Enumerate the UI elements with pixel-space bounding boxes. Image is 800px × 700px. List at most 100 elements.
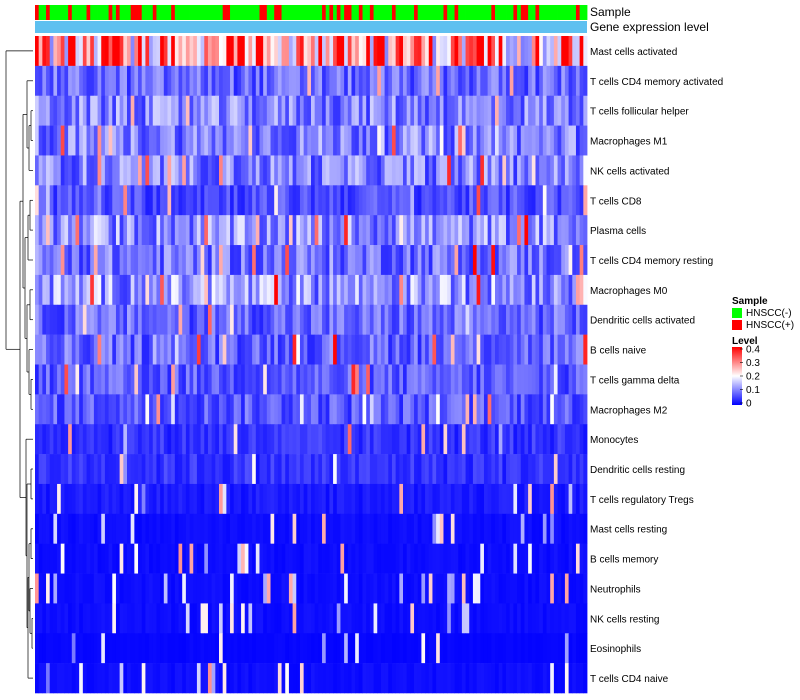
heatmap-cell [351, 185, 356, 216]
heatmap-cell [369, 454, 374, 485]
heatmap-cell [366, 125, 371, 156]
heatmap-cell [403, 65, 408, 97]
heatmap-cell [79, 36, 84, 67]
heatmap-cell [167, 603, 172, 634]
heatmap-cell [340, 633, 345, 664]
heatmap-cell [388, 364, 393, 395]
heatmap-cell [344, 394, 349, 425]
heatmap-cell [189, 95, 194, 126]
heatmap-cell [292, 364, 297, 395]
sample-cell [568, 5, 573, 20]
heatmap-cell [531, 125, 536, 156]
sample-cell [480, 5, 485, 20]
heatmap-cell [480, 274, 485, 306]
heatmap-cell [296, 334, 301, 365]
heatmap-cell [454, 65, 459, 97]
heatmap-cell [101, 573, 106, 604]
heatmap-cell [93, 185, 98, 216]
heatmap-cell [506, 543, 511, 574]
heatmap-cell [502, 334, 507, 365]
heatmap-cell [450, 513, 455, 544]
heatmap-cell [263, 36, 268, 67]
heatmap-cell [233, 304, 238, 335]
heatmap-cell [425, 95, 430, 126]
heatmap-cell [171, 215, 176, 246]
heatmap-cell [351, 65, 356, 97]
heatmap-cell [215, 125, 220, 156]
heatmap-cell [108, 483, 113, 515]
heatmap-cell [53, 304, 58, 335]
heatmap-cell [270, 65, 275, 97]
heatmap-cell [244, 394, 249, 425]
heatmap-cell [204, 573, 209, 604]
heatmap-cell [274, 663, 279, 694]
heatmap-cell [292, 304, 297, 335]
heatmap-cell [458, 215, 463, 246]
heatmap-cell [358, 633, 363, 664]
heatmap-cell [97, 633, 102, 664]
heatmap-cell [425, 215, 430, 246]
heatmap-cell [531, 513, 536, 544]
heatmap-cell [119, 95, 124, 126]
heatmap-cell [49, 663, 54, 694]
heatmap-cell [82, 65, 87, 97]
heatmap-cell [502, 513, 507, 544]
heatmap-cell [517, 663, 522, 694]
heatmap-cell [233, 543, 238, 574]
heatmap-cell [362, 663, 367, 694]
heatmap-cell [38, 543, 43, 574]
heatmap-cell [325, 543, 330, 574]
heatmap-cell [299, 334, 305, 365]
heatmap-cell [200, 394, 205, 425]
heatmap-cell [476, 155, 481, 186]
heatmap-cell [553, 245, 558, 276]
heatmap-cell [550, 543, 555, 574]
heatmap-cell [178, 36, 183, 67]
heatmap-cell [174, 513, 179, 544]
heatmap-cell [546, 543, 551, 574]
heatmap-cell [108, 424, 113, 455]
heatmap-cell [314, 95, 319, 126]
heatmap-cell [373, 334, 378, 365]
heatmap-cell [506, 185, 511, 216]
heatmap-cell [222, 334, 227, 365]
heatmap-cell [285, 364, 290, 395]
heatmap-cell [189, 274, 194, 306]
heatmap-cell [417, 155, 422, 186]
heatmap-cell [123, 424, 128, 455]
heatmap-cell [336, 483, 341, 515]
heatmap-cell [167, 364, 172, 395]
heatmap-cell [399, 394, 404, 425]
heatmap-cell [178, 543, 183, 574]
heatmap-cell [366, 364, 371, 395]
heatmap-row [35, 245, 588, 276]
heatmap-cell [303, 573, 308, 604]
heatmap-cell [443, 36, 448, 67]
heatmap-cell [101, 185, 106, 216]
heatmap-cell [263, 543, 268, 574]
heatmap-cell [395, 424, 400, 455]
heatmap-cell [296, 215, 301, 246]
heatmap-cell [414, 245, 419, 276]
heatmap-cell [572, 125, 577, 156]
heatmap-cell [428, 185, 433, 216]
heatmap-cell [156, 513, 161, 544]
heatmap-cell [355, 364, 360, 395]
heatmap-cell [292, 125, 297, 156]
heatmap-cell [263, 663, 268, 694]
heatmap-cell [53, 155, 58, 186]
heatmap-cell [502, 125, 507, 156]
heatmap-cell [388, 543, 393, 574]
heatmap-cell [149, 483, 154, 515]
sample-cell [130, 5, 135, 20]
heatmap-cell [520, 65, 525, 97]
heatmap-cell [443, 454, 448, 485]
heatmap-cell [583, 483, 588, 515]
heatmap-cell [57, 125, 62, 156]
heatmap-cell [233, 95, 238, 126]
heatmap-cell [296, 95, 301, 126]
heatmap-cell [49, 125, 54, 156]
heatmap-cell [288, 513, 293, 544]
heatmap-cell [487, 663, 492, 694]
heatmap-cell [410, 36, 415, 67]
